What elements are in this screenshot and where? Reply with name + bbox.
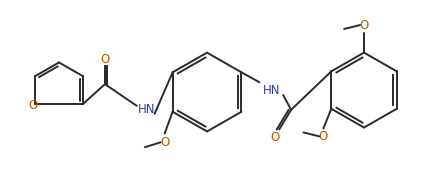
- Text: HN: HN: [138, 103, 155, 116]
- Text: O: O: [28, 99, 37, 112]
- Text: O: O: [318, 130, 327, 143]
- Text: O: O: [270, 131, 279, 144]
- Text: O: O: [359, 19, 368, 32]
- Text: O: O: [100, 53, 109, 66]
- Text: O: O: [160, 136, 169, 149]
- Text: HN: HN: [262, 84, 279, 97]
